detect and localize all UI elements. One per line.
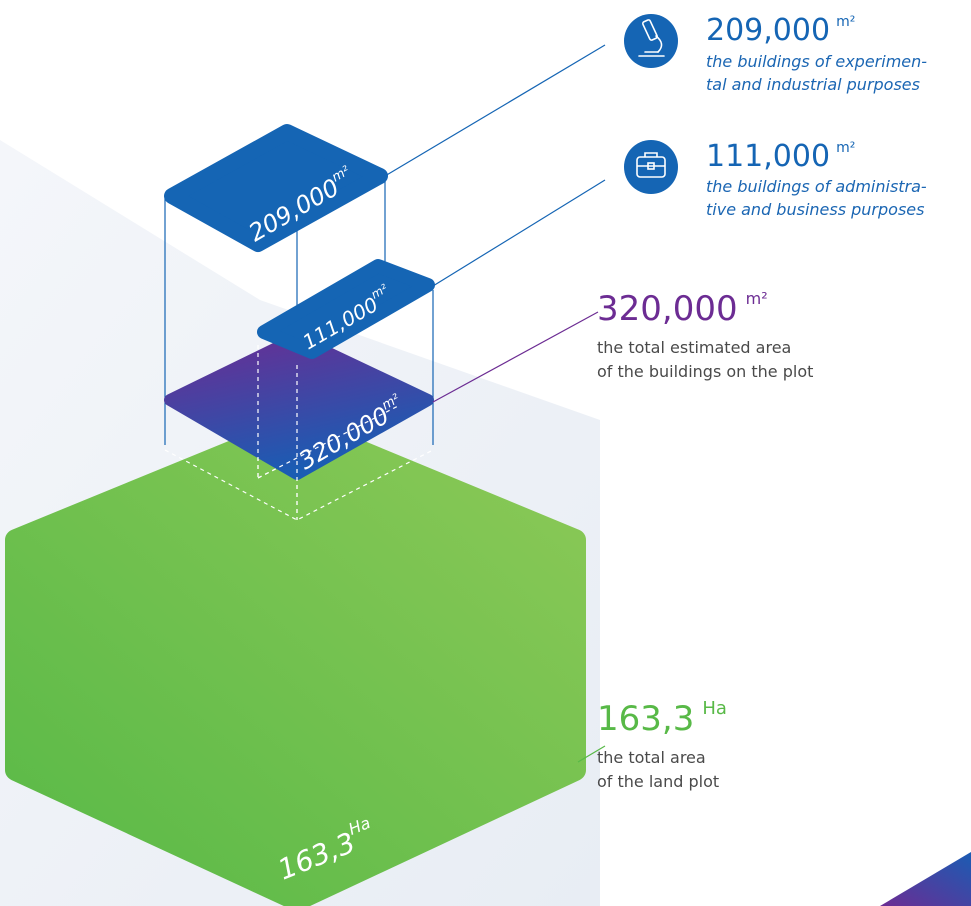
corner-decoration [880, 852, 971, 906]
microscope-icon [624, 14, 678, 68]
value-heading: 111,000 m² [706, 139, 855, 174]
land-plot [5, 414, 586, 906]
value-heading: 163,3 Ha [597, 698, 727, 739]
value-heading: 320,000 m² [597, 289, 768, 329]
leaders [384, 44, 606, 763]
dashed-over [257, 345, 401, 520]
total-layer [164, 332, 434, 480]
description: tive and business purposes [706, 200, 924, 219]
description: the total estimated area [597, 338, 791, 357]
description: tal and industrial purposes [706, 75, 920, 94]
description: the buildings of experimen- [706, 52, 927, 71]
description: the total area [597, 748, 706, 767]
description: of the buildings on the plot [597, 362, 813, 381]
description: the buildings of administra- [706, 177, 927, 196]
briefcase-icon [624, 140, 678, 194]
business-block [257, 259, 435, 359]
experimental-block [164, 124, 388, 252]
description: of the land plot [597, 772, 719, 791]
value-heading: 209,000 m² [706, 13, 855, 48]
